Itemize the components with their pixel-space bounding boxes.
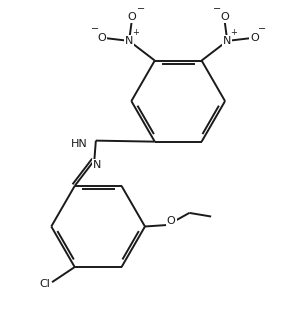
Text: O: O [98, 33, 106, 43]
Text: +: + [132, 28, 139, 37]
Text: −: − [91, 24, 99, 35]
Text: O: O [220, 12, 229, 22]
Text: O: O [167, 216, 176, 226]
Text: Cl: Cl [39, 279, 50, 289]
Text: HN: HN [71, 139, 88, 149]
Text: N: N [125, 36, 133, 46]
Text: O: O [250, 33, 259, 43]
Text: O: O [128, 12, 137, 22]
Text: −: − [213, 4, 221, 14]
Text: −: − [258, 24, 266, 35]
Text: −: − [137, 4, 145, 14]
Text: N: N [93, 160, 101, 170]
Text: N: N [223, 36, 231, 46]
Text: +: + [230, 28, 237, 37]
